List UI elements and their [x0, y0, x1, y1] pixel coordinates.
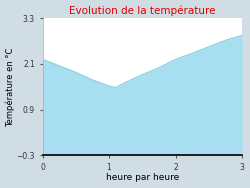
- Title: Evolution de la température: Evolution de la température: [69, 6, 216, 16]
- Y-axis label: Température en °C: Température en °C: [6, 47, 15, 127]
- X-axis label: heure par heure: heure par heure: [106, 174, 179, 182]
